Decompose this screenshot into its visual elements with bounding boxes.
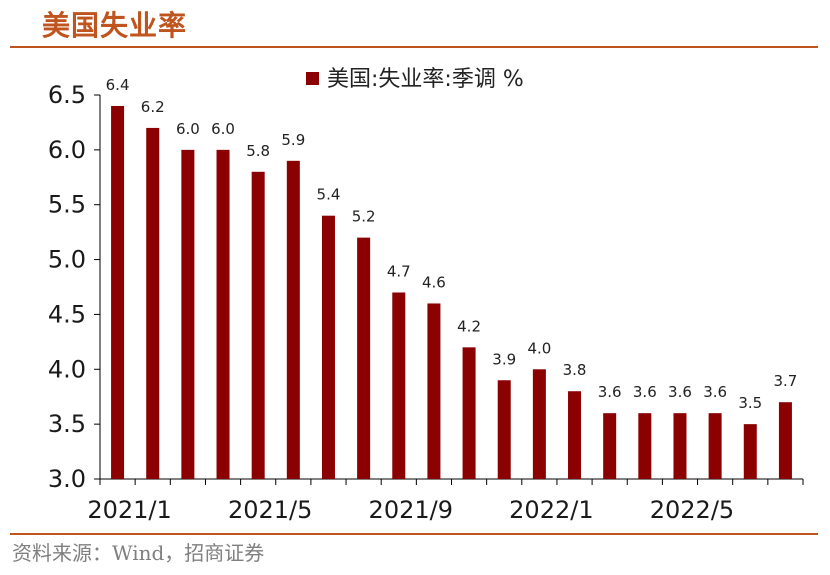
legend-label: 美国:失业率:季调 % (327, 67, 524, 92)
y-tick-label: 5.5 (48, 191, 86, 219)
bar (321, 215, 335, 479)
data-label: 6.4 (106, 76, 130, 94)
y-tick-label: 3.0 (48, 465, 86, 493)
data-label: 5.4 (317, 186, 341, 204)
bar (357, 237, 371, 479)
bar (638, 413, 652, 479)
bar (427, 303, 441, 479)
data-label: 3.6 (703, 383, 727, 401)
x-axis: 2021/1 2021/5 2021/9 2022/1 2022/5 (87, 478, 804, 524)
y-tick-label: 4.5 (48, 300, 86, 328)
data-label: 5.9 (281, 131, 305, 149)
data-label: 4.0 (527, 339, 551, 357)
legend: 美国:失业率:季调 % (306, 67, 524, 92)
data-labels: 6.4 6.2 6.0 6.0 5.8 5.9 5.4 5.2 4.7 4.6 4.2 3.9 4.0 3… (106, 76, 798, 412)
x-tick-label: 2021/1 (87, 496, 171, 524)
data-label: 3.9 (492, 350, 516, 368)
bar (146, 127, 160, 480)
bar (532, 369, 546, 479)
data-label: 4.2 (457, 317, 481, 335)
data-label: 3.6 (633, 383, 657, 401)
source-note: 资料来源：Wind，招商证券 (12, 541, 265, 565)
x-tick-label: 2021/5 (228, 496, 312, 524)
data-label: 5.8 (246, 142, 270, 160)
bar (603, 413, 617, 479)
data-label: 3.6 (598, 383, 622, 401)
bar (462, 347, 476, 479)
data-label: 3.6 (668, 383, 692, 401)
unemployment-bar-chart: 3.03.54.04.55.05.56.06.5 2021/1 2021/5 202… (48, 67, 804, 524)
footer-divider (10, 533, 818, 535)
page-title: 美国失业率 (42, 9, 188, 42)
bar (216, 149, 230, 479)
y-tick-label: 5.0 (48, 246, 86, 274)
data-label: 3.7 (773, 372, 797, 390)
bars (111, 105, 792, 480)
data-label: 3.8 (563, 361, 587, 379)
bar (392, 292, 406, 479)
data-label: 6.0 (211, 120, 235, 138)
data-label: 6.0 (176, 120, 200, 138)
data-label: 5.2 (352, 208, 376, 226)
bar (497, 380, 511, 479)
bar (708, 413, 722, 479)
x-tick-label: 2021/9 (369, 496, 453, 524)
bar (743, 424, 757, 479)
title-divider (10, 46, 818, 48)
bar (568, 391, 582, 479)
x-tick-label: 2022/1 (509, 496, 593, 524)
bar (251, 171, 265, 480)
data-label: 3.5 (738, 394, 762, 412)
y-tick-label: 6.0 (48, 136, 86, 164)
legend-swatch (306, 72, 319, 85)
data-label: 4.6 (422, 273, 446, 291)
bar (778, 402, 792, 479)
y-tick-label: 3.5 (48, 410, 86, 438)
bar (181, 149, 195, 479)
bar (673, 413, 687, 479)
y-tick-label: 6.5 (48, 81, 86, 109)
bar (111, 105, 125, 479)
data-label: 6.2 (141, 98, 165, 116)
y-axis: 3.0 3.5 4.0 4.5 5.0 5.5 6.0 6.5 (48, 81, 101, 493)
data-label: 4.7 (387, 262, 411, 280)
y-tick-label: 4.0 (48, 355, 86, 383)
x-tick-label: 2022/5 (650, 496, 734, 524)
bar (286, 160, 300, 480)
